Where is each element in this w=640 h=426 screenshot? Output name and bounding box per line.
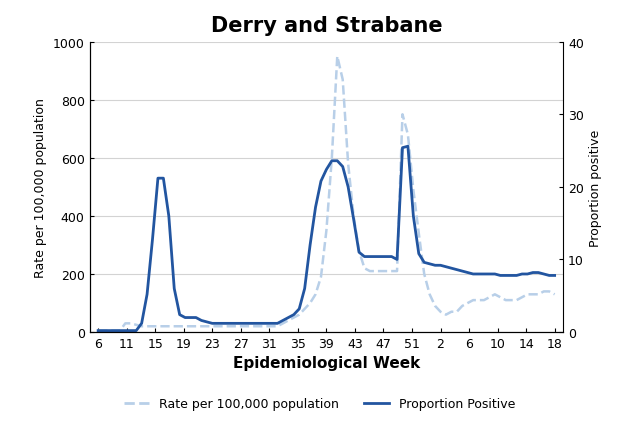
Rate per 100,000 population: [236, 324, 243, 329]
Proportion Positive: [252, 321, 260, 326]
Proportion Positive: [404, 144, 412, 150]
Proportion Positive: [551, 273, 559, 278]
Rate per 100,000 population: [333, 55, 341, 60]
Rate per 100,000 population: [252, 324, 260, 329]
Rate per 100,000 population: [230, 324, 238, 329]
X-axis label: Epidemiological Week: Epidemiological Week: [233, 356, 420, 371]
Legend: Rate per 100,000 population, Proportion Positive: Rate per 100,000 population, Proportion …: [120, 392, 520, 415]
Rate per 100,000 population: [94, 328, 102, 334]
Proportion Positive: [94, 328, 102, 334]
Line: Rate per 100,000 population: Rate per 100,000 population: [98, 57, 555, 331]
Proportion Positive: [529, 271, 537, 276]
Proportion Positive: [170, 286, 178, 291]
Title: Derry and Strabane: Derry and Strabane: [211, 16, 442, 35]
Line: Proportion Positive: Proportion Positive: [98, 147, 555, 331]
Rate per 100,000 population: [551, 292, 559, 297]
Rate per 100,000 population: [323, 228, 330, 233]
Proportion Positive: [323, 167, 330, 173]
Rate per 100,000 population: [529, 292, 537, 297]
Proportion Positive: [236, 321, 243, 326]
Y-axis label: Rate per 100,000 population: Rate per 100,000 population: [35, 98, 47, 277]
Proportion Positive: [230, 321, 238, 326]
Y-axis label: Proportion positive: Proportion positive: [589, 129, 602, 246]
Rate per 100,000 population: [170, 324, 178, 329]
